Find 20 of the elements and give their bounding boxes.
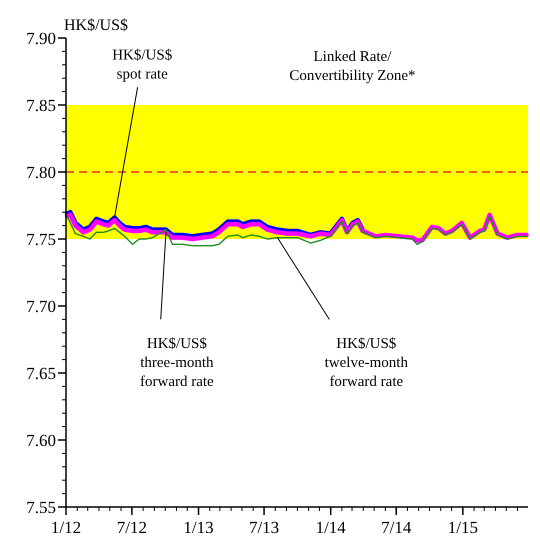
y-tick-label: 7.70 xyxy=(26,296,56,316)
x-tick-label: 7/12 xyxy=(116,518,148,537)
x-tick-label: 1/15 xyxy=(448,518,478,537)
x-tick-label: 7/13 xyxy=(248,518,280,537)
y-tick-label: 7.60 xyxy=(26,430,56,450)
x-tick-label: 1/14 xyxy=(316,518,346,537)
text: HK$/US$ three-month forward rate xyxy=(140,336,214,390)
y-tick-label: 7.75 xyxy=(26,230,56,249)
y-tick-label: 7.90 xyxy=(26,28,56,48)
x-tick-label: 7/14 xyxy=(381,518,412,537)
y-tick-label: 7.80 xyxy=(26,162,56,182)
y-tick-label: 7.55 xyxy=(26,498,56,517)
y-tick-label: 7.65 xyxy=(26,364,56,383)
text: HK$/US$ twelve-month forward rate xyxy=(324,336,408,390)
y-tick-label: 7.85 xyxy=(26,96,56,115)
text: HK$/US$ spot rate xyxy=(112,47,173,82)
y-axis-title: HK$/US$ xyxy=(64,17,128,34)
x-tick-label: 1/12 xyxy=(50,518,82,537)
x-tick-label: 1/13 xyxy=(183,518,214,537)
band-label: Linked Rate/ Convertibility Zone* xyxy=(289,49,416,84)
